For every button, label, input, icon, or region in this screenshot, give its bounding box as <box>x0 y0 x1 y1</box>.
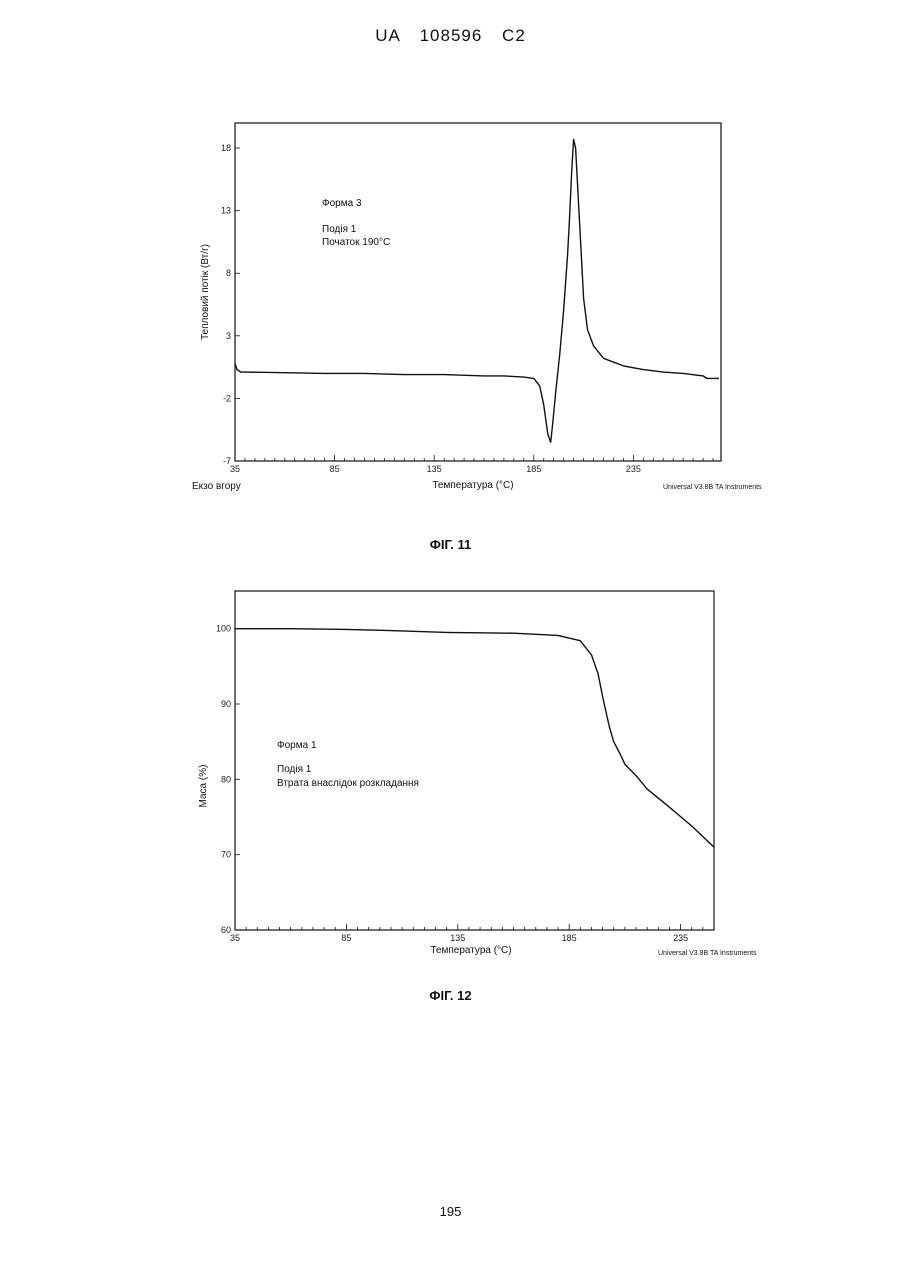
dsc-chart: Тепловий потік (Вт/г) Температура (°C) Е… <box>192 123 762 492</box>
instrument-note: Universal V3.8B TA Instruments <box>663 484 762 491</box>
x-tick-label: 185 <box>562 933 577 943</box>
exo-up-note: Екзо вгору <box>192 481 241 492</box>
y-axis-label: Маса (%) <box>198 765 209 808</box>
y-tick-label: 8 <box>226 268 231 278</box>
figure-12-label: ФІГ. 12 <box>0 988 901 1003</box>
figure-11-label: ФІГ. 11 <box>0 537 901 552</box>
x-tick-label: 35 <box>230 933 240 943</box>
x-tick-label: 85 <box>341 933 351 943</box>
annotation-loss: Втрата внаслідок розкладання <box>277 778 419 789</box>
y-tick-label: 3 <box>226 331 231 341</box>
series-line <box>235 139 719 442</box>
y-tick-label: 60 <box>221 925 231 935</box>
x-tick-label: 235 <box>626 464 641 474</box>
annotation-onset: Початок 190°C <box>322 237 390 248</box>
x-tick-label: 135 <box>450 933 465 943</box>
plot-frame <box>235 123 721 461</box>
y-tick-label: 70 <box>221 850 231 860</box>
y-tick-label: -2 <box>223 393 231 403</box>
annotation-event: Подія 1 <box>322 224 357 235</box>
annotation-form: Форма 3 <box>322 198 362 209</box>
x-tick-label: 85 <box>330 464 340 474</box>
x-tick-label: 185 <box>526 464 541 474</box>
y-tick-label: 13 <box>221 206 231 216</box>
tga-chart: Маса (%) Температура (°C) Universal V3.8… <box>198 591 757 957</box>
y-tick-label: -7 <box>223 456 231 466</box>
annotation-form: Форма 1 <box>277 740 317 751</box>
x-axis-label: Температура (°C) <box>430 945 511 956</box>
plot-frame <box>235 591 714 930</box>
series-line <box>235 629 714 847</box>
x-axis-label: Температура (°C) <box>432 480 513 491</box>
y-tick-label: 90 <box>221 699 231 709</box>
y-tick-label: 80 <box>221 774 231 784</box>
x-tick-label: 235 <box>673 933 688 943</box>
instrument-note: Universal V3.8B TA Instruments <box>658 950 757 957</box>
y-tick-label: 18 <box>221 143 231 153</box>
x-tick-label: 135 <box>427 464 442 474</box>
x-tick-label: 35 <box>230 464 240 474</box>
y-tick-label: 100 <box>216 624 231 634</box>
annotation-event: Подія 1 <box>277 764 312 775</box>
page-number: 195 <box>0 1204 901 1219</box>
y-axis-label: Тепловий потік (Вт/г) <box>200 244 211 340</box>
